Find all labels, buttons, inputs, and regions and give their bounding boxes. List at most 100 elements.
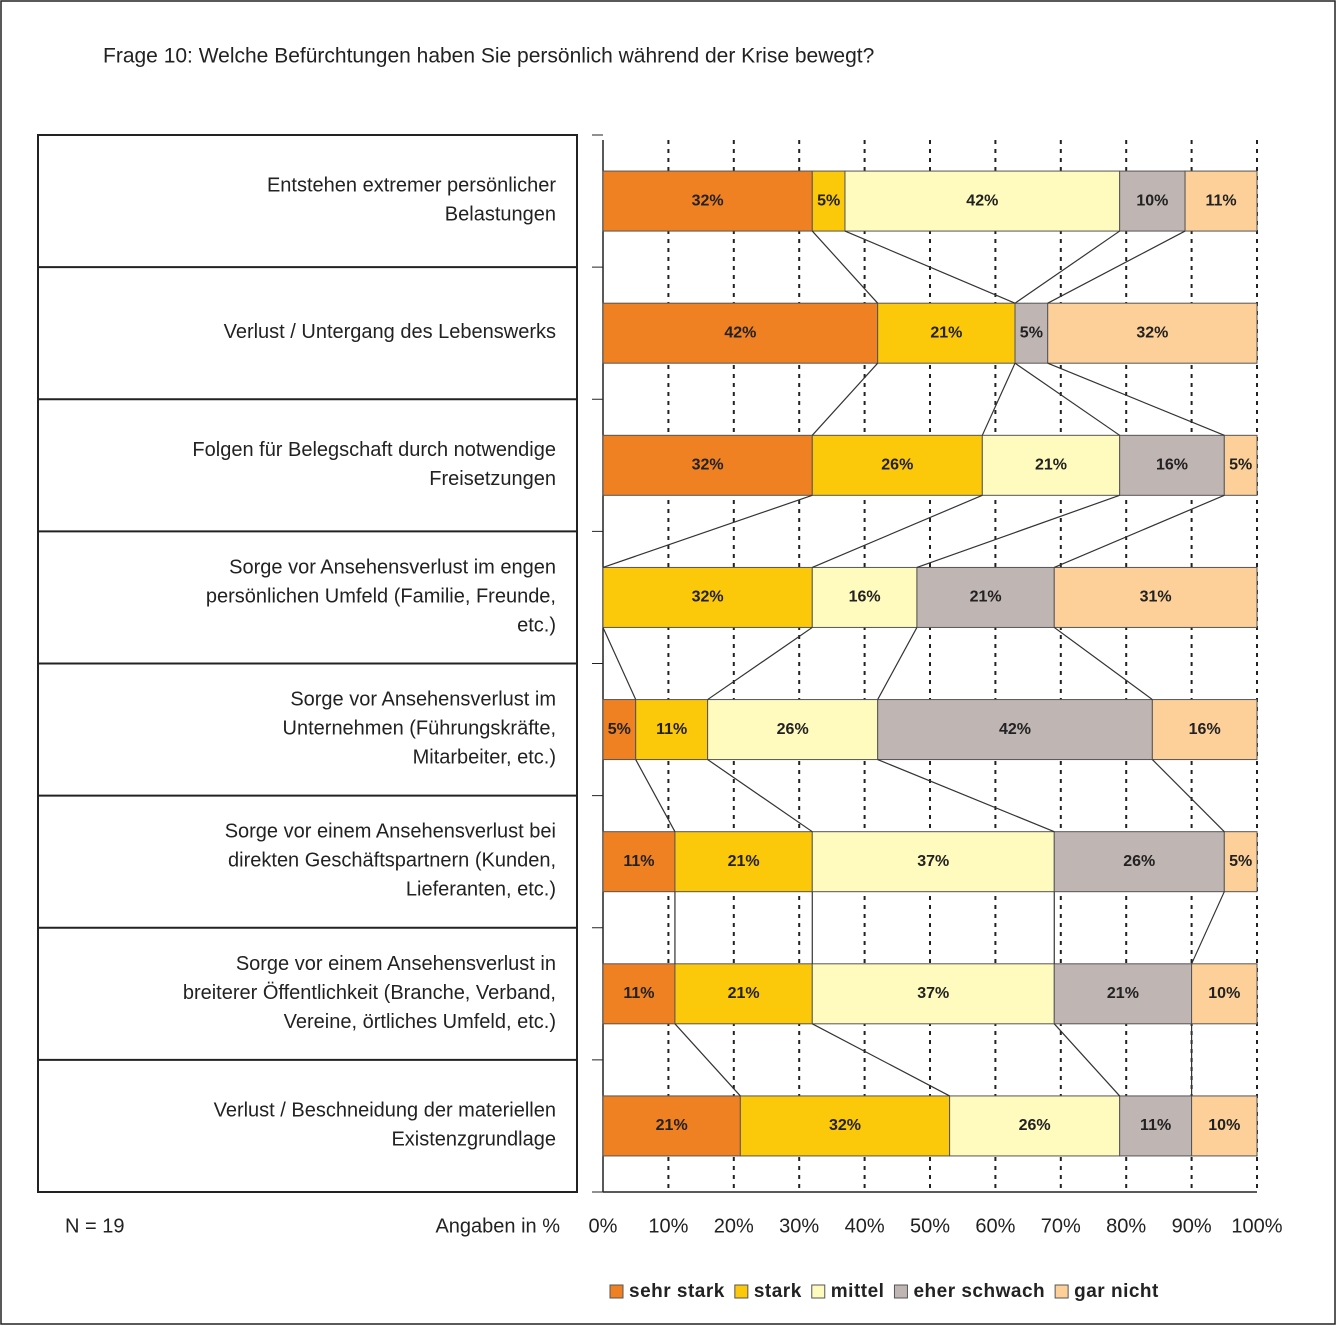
legend-label: gar nicht bbox=[1074, 1281, 1159, 1302]
bar-segment bbox=[1119, 434, 1225, 496]
bar-segment bbox=[1151, 699, 1258, 761]
bar-segment bbox=[811, 831, 1055, 893]
legend-swatch bbox=[1054, 1284, 1069, 1299]
bar-segment bbox=[635, 699, 709, 761]
x-tick-label: 40% bbox=[845, 1215, 885, 1237]
legend: sehr stark stark mittel eher schwach gar nic… bbox=[609, 1281, 1159, 1302]
bar-segment bbox=[916, 566, 1055, 628]
category-label: Folgen für Belegschaft durch notwendige F… bbox=[192, 439, 556, 490]
value-label: 42% bbox=[966, 192, 998, 209]
value-label: 10% bbox=[1208, 1117, 1240, 1134]
value-label: 21% bbox=[728, 853, 760, 870]
bar-segment bbox=[1014, 302, 1049, 364]
bar-segment bbox=[1047, 302, 1258, 364]
bar-segment bbox=[1053, 566, 1258, 628]
connector bbox=[1053, 1023, 1121, 1097]
bar-segment bbox=[877, 302, 1016, 364]
category-label: Verlust / Untergang des Lebenswerks bbox=[224, 321, 556, 343]
value-label: 32% bbox=[829, 1117, 861, 1134]
value-label: 5% bbox=[1229, 457, 1252, 474]
category-label: Sorge vor Ansehensverlust im engen persön… bbox=[206, 557, 556, 637]
value-label: 5% bbox=[1020, 324, 1043, 341]
connector bbox=[877, 759, 1055, 833]
connector bbox=[812, 494, 983, 568]
value-label: 37% bbox=[917, 853, 949, 870]
legend-swatch bbox=[734, 1284, 749, 1299]
value-label: 42% bbox=[999, 721, 1031, 738]
connector bbox=[916, 494, 1120, 569]
x-tick-label: 60% bbox=[975, 1215, 1015, 1237]
connector bbox=[877, 627, 918, 700]
category-label: Sorge vor Ansehensverlust im Unternehmen … bbox=[283, 689, 556, 769]
value-label: 11% bbox=[1140, 1117, 1171, 1134]
value-label: 21% bbox=[930, 324, 962, 341]
connector bbox=[1191, 891, 1225, 965]
bar-segment bbox=[602, 434, 813, 496]
bar-segment bbox=[844, 170, 1121, 232]
connector bbox=[981, 362, 1016, 436]
unit-note: Angaben in % bbox=[435, 1215, 560, 1237]
bar-segment bbox=[877, 699, 1153, 761]
bar-segment bbox=[1119, 1095, 1193, 1157]
value-label: 26% bbox=[1019, 1117, 1051, 1134]
bar-segment bbox=[811, 566, 918, 628]
value-label: 32% bbox=[692, 457, 724, 474]
legend-label: mittel bbox=[831, 1281, 885, 1302]
value-label: 32% bbox=[692, 192, 724, 209]
value-label: 11% bbox=[656, 721, 687, 738]
value-label: 10% bbox=[1208, 985, 1240, 1002]
connector bbox=[1047, 362, 1225, 436]
bar-segment bbox=[602, 566, 813, 628]
value-label: 11% bbox=[623, 853, 654, 870]
category-label: Sorge vor einem Ansehensverlust bei direk… bbox=[225, 821, 556, 901]
value-label: 32% bbox=[1136, 324, 1168, 341]
x-tick-label: 70% bbox=[1041, 1215, 1081, 1237]
value-label: 37% bbox=[917, 985, 949, 1002]
bar-segment bbox=[1184, 170, 1258, 232]
value-label: 16% bbox=[1156, 457, 1188, 474]
bar-segment bbox=[811, 434, 983, 496]
value-label: 26% bbox=[777, 721, 809, 738]
bar-segment bbox=[602, 831, 676, 893]
connector bbox=[1053, 626, 1153, 701]
connector bbox=[812, 1023, 950, 1097]
bar-segment bbox=[1119, 170, 1186, 232]
connector bbox=[811, 362, 879, 436]
value-label: 11% bbox=[623, 985, 654, 1002]
legend-swatch bbox=[811, 1284, 826, 1299]
sample-note: N = 19 bbox=[65, 1215, 124, 1237]
bar-segment bbox=[1191, 963, 1258, 1025]
connector bbox=[635, 759, 676, 832]
value-label: 16% bbox=[1189, 721, 1221, 738]
bar-segment bbox=[1191, 1095, 1258, 1157]
bar-segment bbox=[602, 170, 813, 232]
bar-segment bbox=[707, 699, 879, 761]
x-tick-label: 90% bbox=[1172, 1215, 1212, 1237]
legend-swatch bbox=[893, 1284, 908, 1299]
x-tick-label: 10% bbox=[648, 1215, 688, 1237]
value-label: 26% bbox=[1123, 853, 1155, 870]
x-tick-label: 30% bbox=[779, 1215, 819, 1237]
bar-segment bbox=[674, 831, 813, 893]
category-label: Sorge vor einem Ansehensverlust in breite… bbox=[183, 953, 556, 1033]
connector bbox=[844, 230, 1016, 304]
connector bbox=[1151, 759, 1225, 833]
bar-segment bbox=[949, 1095, 1121, 1157]
value-label: 10% bbox=[1136, 192, 1168, 209]
connector bbox=[1054, 494, 1225, 568]
category-label: Verlust / Beschneidung der materiellen Ex… bbox=[214, 1100, 556, 1151]
value-label: 42% bbox=[724, 324, 756, 341]
bar-segment bbox=[1223, 831, 1258, 893]
connector bbox=[674, 1023, 741, 1097]
value-label: 21% bbox=[1107, 985, 1139, 1002]
value-label: 31% bbox=[1140, 589, 1172, 606]
value-label: 21% bbox=[656, 1117, 688, 1134]
legend-swatch bbox=[609, 1284, 624, 1299]
bar-segment bbox=[811, 170, 846, 232]
value-label: 32% bbox=[692, 589, 724, 606]
bar-segment bbox=[602, 963, 676, 1025]
connector bbox=[602, 494, 813, 569]
chart-title: Frage 10: Welche Befürchtungen haben Sie… bbox=[103, 45, 874, 68]
